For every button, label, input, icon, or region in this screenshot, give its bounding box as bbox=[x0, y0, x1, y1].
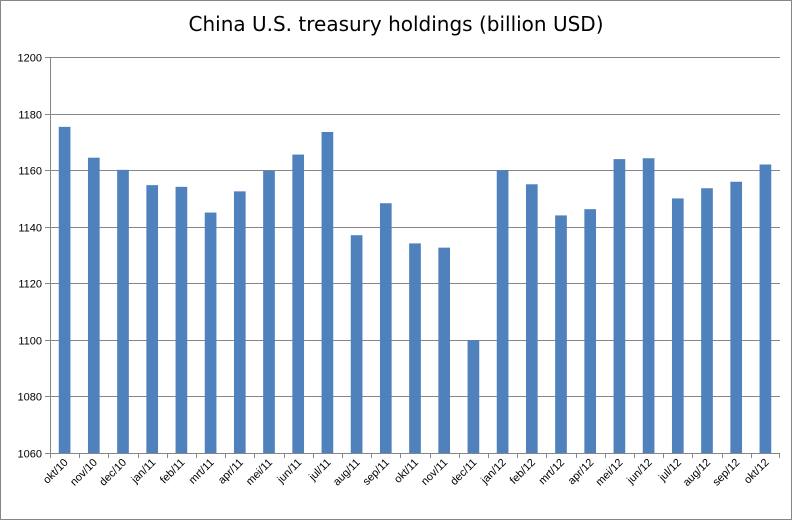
bar-sep-11 bbox=[379, 203, 392, 453]
x-tick-label: mrt/12 bbox=[537, 457, 568, 488]
tick-labels: 10601080110011201140116011801200okt/10no… bbox=[18, 53, 772, 489]
bar-dec-10 bbox=[117, 169, 129, 454]
bar-mrt-11 bbox=[204, 212, 217, 453]
bar-jun-12 bbox=[642, 158, 655, 453]
bar-mrt-12 bbox=[555, 215, 567, 453]
bar-okt-10 bbox=[58, 126, 71, 453]
x-tick-label: okt/11 bbox=[392, 457, 421, 486]
y-tick-label: 1100 bbox=[18, 336, 42, 348]
x-tick-label: dec/10 bbox=[97, 457, 129, 489]
bar-okt-12 bbox=[759, 164, 772, 453]
bar-nov-11 bbox=[438, 247, 451, 453]
x-tick-label: apr/11 bbox=[216, 457, 246, 487]
bar-mei-12 bbox=[613, 159, 626, 453]
x-tick-label: apr/12 bbox=[566, 457, 597, 488]
bar-nov-10 bbox=[87, 157, 100, 453]
bar-okt-11 bbox=[409, 243, 421, 453]
x-tick-label: aug/11 bbox=[331, 457, 363, 489]
bar-aug-11 bbox=[350, 235, 363, 453]
bar-feb-11 bbox=[175, 186, 188, 453]
x-tick-label: mrt/11 bbox=[187, 457, 217, 487]
bar-mei-11 bbox=[263, 170, 275, 454]
bar-sep-12 bbox=[730, 181, 743, 454]
x-tick-label: jan/11 bbox=[129, 457, 159, 487]
bar-jul-12 bbox=[671, 198, 684, 453]
bar-apr-11 bbox=[233, 191, 246, 453]
bar-apr-12 bbox=[584, 209, 597, 453]
y-tick-label: 1060 bbox=[18, 449, 42, 461]
x-tick-label: jun/12 bbox=[624, 457, 654, 487]
y-tick-label: 1140 bbox=[18, 223, 42, 235]
chart-title: China U.S. treasury holdings (billion US… bbox=[188, 12, 604, 36]
x-tick-label: feb/11 bbox=[158, 457, 188, 487]
x-tick-label: feb/12 bbox=[508, 457, 538, 487]
x-tick-label: mei/12 bbox=[594, 457, 626, 489]
x-tick-label: okt/12 bbox=[742, 457, 772, 487]
bars bbox=[58, 126, 772, 454]
bar-jan-11 bbox=[146, 185, 159, 454]
bar-jul-11 bbox=[321, 131, 334, 453]
x-tick-label: aug/12 bbox=[681, 457, 713, 489]
x-tick-label: jan/12 bbox=[478, 457, 508, 487]
y-tick-label: 1120 bbox=[18, 279, 42, 291]
y-tick-label: 1200 bbox=[18, 53, 42, 65]
x-tick-label: sep/11 bbox=[361, 457, 392, 488]
x-tick-label: sep/12 bbox=[710, 457, 742, 489]
bar-aug-12 bbox=[701, 188, 713, 453]
bar-jun-11 bbox=[292, 154, 305, 454]
x-tick-label: okt/10 bbox=[41, 457, 71, 487]
x-tick-label: jun/11 bbox=[275, 457, 305, 487]
x-tick-label: dec/11 bbox=[448, 457, 479, 488]
y-tick-label: 1180 bbox=[18, 110, 42, 122]
x-tick-label: nov/10 bbox=[68, 457, 100, 489]
bar-dec-11 bbox=[467, 340, 480, 453]
y-tick-label: 1080 bbox=[18, 392, 42, 404]
x-tick-label: nov/11 bbox=[419, 457, 450, 488]
axes bbox=[45, 57, 780, 458]
bar-feb-12 bbox=[525, 184, 538, 454]
y-tick-label: 1160 bbox=[18, 166, 42, 178]
x-tick-label: mei/11 bbox=[244, 457, 275, 488]
bar-jan-12 bbox=[496, 170, 509, 453]
x-tick-label: jul/11 bbox=[306, 457, 333, 484]
